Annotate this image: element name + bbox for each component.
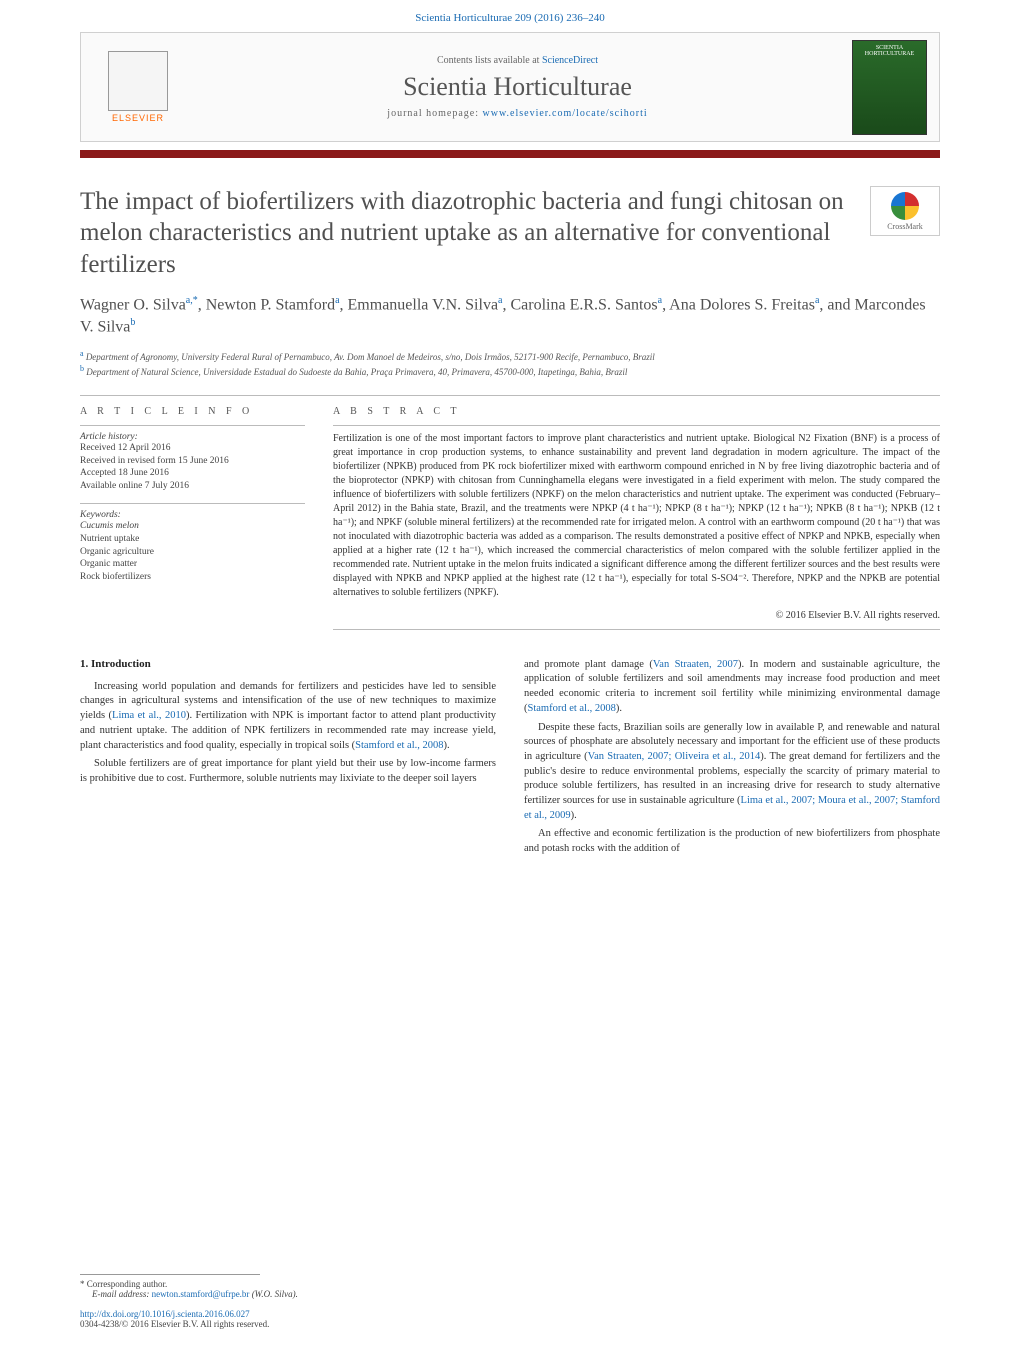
body-paragraph: Despite these facts, Brazilian soils are… — [524, 721, 940, 824]
history-item: Received 12 April 2016 — [80, 442, 305, 455]
article-info-column: a r t i c l e i n f o Article history: R… — [80, 406, 305, 630]
keyword-item: Organic agriculture — [80, 546, 305, 559]
journal-cover-thumbnail[interactable]: SCIENTIA HORTICULTURAE — [852, 40, 927, 135]
body-columns: 1. Introduction Increasing world populat… — [80, 658, 940, 861]
journal-banner: ELSEVIER Contents lists available at Sci… — [80, 32, 940, 142]
history-item: Received in revised form 15 June 2016 — [80, 455, 305, 468]
info-divider-2 — [80, 503, 305, 504]
sciencedirect-link[interactable]: ScienceDirect — [542, 55, 598, 66]
corresponding-author-note: * Corresponding author. — [80, 1279, 940, 1289]
contents-prefix: Contents lists available at — [437, 55, 542, 66]
email-line: E-mail address: newton.stamford@ufrpe.br… — [92, 1289, 940, 1299]
body-paragraph: An effective and economic fertilization … — [524, 827, 940, 856]
elsevier-label: ELSEVIER — [112, 113, 164, 123]
section-heading-intro: 1. Introduction — [80, 658, 496, 670]
homepage-prefix: journal homepage: — [387, 108, 482, 119]
section-divider — [80, 395, 940, 396]
info-divider — [80, 425, 305, 426]
keyword-item: Organic matter — [80, 558, 305, 571]
keyword-item: Rock biofertilizers — [80, 571, 305, 584]
homepage-link[interactable]: www.elsevier.com/locate/scihorti — [483, 108, 648, 119]
article-info-label: a r t i c l e i n f o — [80, 406, 305, 417]
email-prefix: E-mail address: — [92, 1289, 152, 1299]
crossmark-icon — [891, 192, 919, 220]
email-suffix: (W.O. Silva). — [249, 1289, 297, 1299]
keyword-item: Cucumis melon — [80, 520, 305, 533]
abstract-end-divider — [333, 629, 940, 630]
abstract-divider — [333, 425, 940, 426]
journal-title: Scientia Horticulturae — [183, 72, 852, 102]
email-link[interactable]: newton.stamford@ufrpe.br — [152, 1289, 250, 1299]
cover-label-1: SCIENTIA — [876, 45, 903, 52]
elsevier-tree-icon — [108, 51, 168, 111]
affiliation-item: a Department of Agronomy, University Fed… — [80, 348, 940, 364]
abstract-column: a b s t r a c t Fertilization is one of … — [333, 406, 940, 630]
crossmark-badge[interactable]: CrossMark — [870, 186, 940, 236]
abstract-label: a b s t r a c t — [333, 406, 940, 417]
author-list: Wagner O. Silvaa,*, Newton P. Stamforda,… — [80, 294, 940, 338]
article-title: The impact of biofertilizers with diazot… — [80, 186, 940, 280]
affiliations-block: a Department of Agronomy, University Fed… — [80, 348, 940, 379]
homepage-line: journal homepage: www.elsevier.com/locat… — [183, 108, 852, 119]
body-left-column: 1. Introduction Increasing world populat… — [80, 658, 496, 861]
abstract-copyright: © 2016 Elsevier B.V. All rights reserved… — [333, 610, 940, 621]
body-paragraph: and promote plant damage (Van Straaten, … — [524, 658, 940, 717]
contents-line: Contents lists available at ScienceDirec… — [183, 55, 852, 66]
body-paragraph: Soluble fertilizers are of great importa… — [80, 757, 496, 786]
affiliation-item: b Department of Natural Science, Univers… — [80, 363, 940, 379]
keyword-item: Nutrient uptake — [80, 533, 305, 546]
footer-rule — [80, 1274, 260, 1275]
doi-link[interactable]: http://dx.doi.org/10.1016/j.scienta.2016… — [80, 1309, 940, 1319]
history-item: Available online 7 July 2016 — [80, 480, 305, 493]
history-label: Article history: — [80, 432, 305, 442]
citation-header: Scientia Horticulturae 209 (2016) 236–24… — [0, 0, 1020, 32]
crossmark-label: CrossMark — [887, 222, 923, 231]
banner-center: Contents lists available at ScienceDirec… — [183, 55, 852, 119]
red-divider-bar — [80, 150, 940, 158]
citation-link[interactable]: Scientia Horticulturae 209 (2016) 236–24… — [415, 12, 604, 24]
issn-line: 0304-4238/© 2016 Elsevier B.V. All right… — [80, 1319, 940, 1329]
cover-label-2: HORTICULTURAE — [865, 51, 914, 58]
history-item: Accepted 18 June 2016 — [80, 467, 305, 480]
footer-block: * Corresponding author. E-mail address: … — [80, 1274, 940, 1329]
body-right-column: and promote plant damage (Van Straaten, … — [524, 658, 940, 861]
abstract-text: Fertilization is one of the most importa… — [333, 432, 940, 600]
keywords-label: Keywords: — [80, 510, 305, 520]
elsevier-logo[interactable]: ELSEVIER — [93, 42, 183, 132]
body-paragraph: Increasing world population and demands … — [80, 680, 496, 753]
